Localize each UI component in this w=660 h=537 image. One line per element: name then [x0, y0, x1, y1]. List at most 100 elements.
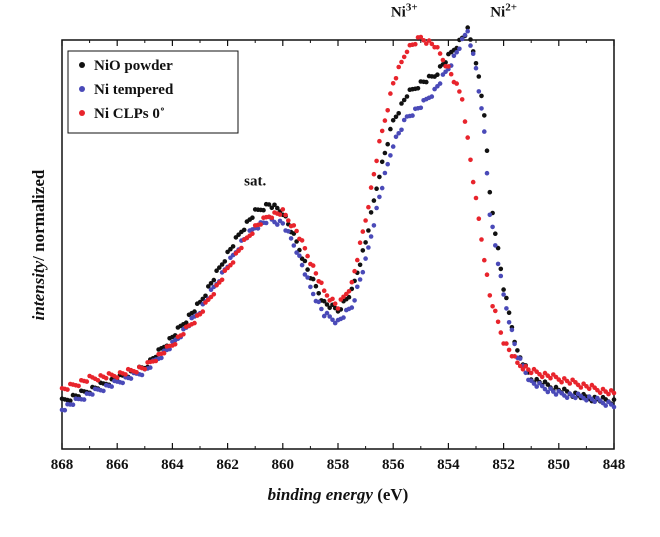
data-point	[487, 293, 493, 298]
data-point	[404, 49, 410, 55]
data-point	[377, 138, 382, 144]
data-point	[65, 387, 70, 392]
data-point	[76, 383, 81, 389]
data-point	[103, 375, 109, 381]
data-point	[517, 356, 523, 361]
data-point	[148, 365, 153, 370]
data-point	[435, 72, 440, 77]
data-point	[161, 350, 167, 356]
data-point	[183, 320, 189, 326]
data-point	[313, 283, 319, 289]
data-point	[548, 386, 553, 391]
data-point	[382, 150, 388, 156]
data-point	[266, 202, 272, 207]
data-point	[120, 380, 125, 386]
data-point	[404, 94, 410, 99]
data-point	[498, 273, 504, 279]
data-point	[62, 407, 68, 413]
data-point	[393, 134, 399, 140]
data-point	[368, 185, 374, 190]
data-point	[487, 212, 493, 218]
data-point	[426, 38, 432, 43]
data-point	[435, 45, 440, 50]
data-point	[219, 262, 225, 267]
data-point	[468, 43, 473, 48]
data-point	[462, 32, 468, 38]
data-point	[294, 250, 299, 255]
data-point	[90, 392, 95, 397]
data-point	[396, 111, 402, 116]
series-2	[59, 34, 617, 397]
legend-marker	[79, 86, 85, 92]
data-point	[534, 376, 539, 382]
data-point	[462, 119, 468, 124]
data-point	[321, 313, 327, 319]
x-tick-label: 862	[216, 457, 239, 473]
data-point	[451, 53, 457, 59]
data-point	[366, 245, 371, 250]
data-point	[418, 34, 424, 40]
data-point	[454, 81, 460, 86]
data-point	[153, 358, 159, 364]
data-point	[498, 266, 504, 272]
data-point	[203, 293, 208, 299]
data-point	[388, 126, 393, 132]
legend-label: Ni tempered	[94, 82, 174, 98]
data-point	[539, 383, 545, 389]
data-point	[70, 402, 76, 408]
data-point	[377, 194, 382, 200]
data-point	[192, 320, 197, 326]
data-point	[553, 384, 559, 390]
data-point	[310, 276, 316, 282]
data-point	[490, 304, 495, 309]
data-point	[214, 268, 219, 274]
data-point	[457, 89, 462, 94]
data-point	[509, 327, 515, 333]
data-point	[539, 374, 545, 380]
x-tick-label: 866	[106, 457, 129, 473]
data-point	[275, 205, 280, 211]
data-point	[401, 117, 407, 123]
data-point	[437, 51, 443, 56]
data-point	[288, 236, 294, 241]
data-point	[114, 375, 120, 380]
data-point	[573, 395, 578, 401]
data-point	[470, 51, 476, 56]
data-point	[123, 372, 128, 377]
series-layer	[59, 25, 617, 413]
data-point	[128, 376, 134, 381]
data-point	[385, 161, 391, 167]
data-point	[399, 59, 404, 65]
data-point	[597, 390, 603, 396]
x-tick-label: 858	[327, 457, 350, 473]
data-point	[377, 174, 382, 180]
data-point	[506, 347, 512, 353]
data-point	[501, 287, 506, 292]
data-point	[302, 258, 308, 264]
data-point	[308, 284, 313, 290]
data-point	[211, 292, 217, 297]
peak-annotation: Ni2+	[490, 1, 517, 20]
data-point	[374, 186, 379, 191]
data-point	[371, 171, 377, 177]
data-point	[545, 382, 551, 387]
data-point	[506, 320, 512, 325]
data-point	[482, 113, 487, 118]
data-point	[239, 245, 244, 251]
data-point	[498, 330, 504, 335]
data-point	[564, 395, 570, 401]
data-point	[410, 113, 415, 118]
data-point	[432, 86, 437, 92]
data-point	[349, 279, 355, 285]
data-point	[286, 229, 291, 234]
data-point	[506, 310, 512, 316]
data-point	[349, 305, 355, 310]
data-point	[324, 310, 330, 316]
data-point	[211, 277, 217, 283]
data-point	[484, 170, 490, 176]
x-tick-label: 854	[437, 457, 460, 473]
data-point	[208, 287, 214, 293]
legend-items: NiO powder Ni tempered Ni CLPs 0˚	[79, 58, 174, 122]
data-point	[368, 210, 374, 215]
